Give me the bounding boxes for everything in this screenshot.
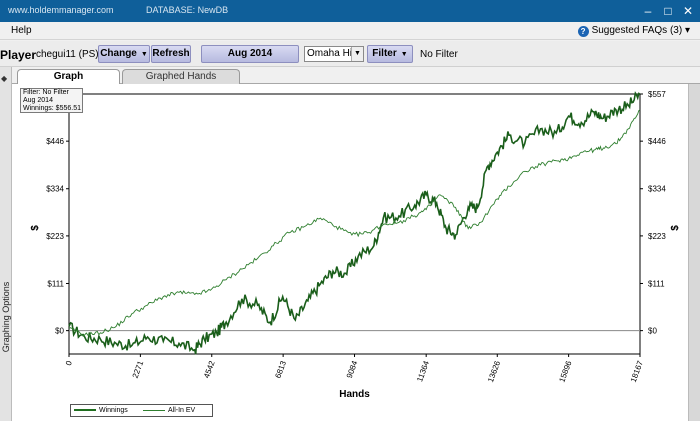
tab-strip: Graph Graphed Hands [12, 68, 700, 84]
tab-graphed-hands[interactable]: Graphed Hands [122, 69, 240, 84]
player-name: chegui11 (PS) [36, 49, 99, 60]
y-tick-label-right: $111 [648, 279, 665, 288]
x-tick-label: 18167 [629, 359, 645, 384]
refresh-button[interactable]: Refresh [151, 45, 191, 63]
x-axis-title: Hands [339, 389, 370, 400]
help-circle-icon: ? [577, 26, 589, 37]
legend-label-winnings: Winnings [99, 407, 128, 414]
expand-icon[interactable]: ◆ [1, 74, 8, 83]
y-tick-label-left: $446 [46, 137, 64, 146]
y-tick-label-left: $111 [47, 279, 64, 288]
y-tick-label-right: $446 [648, 137, 666, 146]
chart-legend: Winnings All-In EV [70, 404, 213, 417]
x-tick-label: 9084 [345, 359, 360, 379]
close-icon[interactable]: ✕ [682, 4, 694, 18]
y-tick-label-right: $557 [648, 90, 666, 99]
filter-status: No Filter [420, 49, 458, 60]
winnings-chart: $0 $0 $111 $111 $223 $223 $334 $334 $446 $446 $557… [30, 90, 681, 400]
menu-help[interactable]: Help [11, 25, 32, 36]
filter-summary-period: Aug 2014 [23, 97, 53, 104]
change-button[interactable]: Change ▼ [98, 45, 150, 63]
filter-summary-box: Filter: No Filter Aug 2014 Winnings: $55… [20, 88, 83, 113]
game-type-value: Omaha Hi [307, 48, 353, 59]
filter-button-label: Filter [372, 48, 397, 59]
database-label: DATABASE: NewDB [146, 5, 229, 15]
vertical-scrollbar[interactable] [688, 84, 700, 421]
series-line-all-in-ev [68, 109, 641, 337]
y-axis-title-right: $ [670, 225, 681, 231]
toolbar: Player chegui11 (PS) Change ▼ Refresh Aug… [0, 41, 700, 67]
chart-panel: $0 $0 $111 $111 $223 $223 $334 $334 $446 $446 $557… [12, 84, 700, 421]
filter-summary-winnings: Winnings: $556.51 [23, 105, 81, 112]
x-tick-label: 0 [64, 359, 74, 367]
suggested-faqs-label: Suggested FAQs (3) [591, 25, 683, 36]
tab-graph[interactable]: Graph [17, 69, 120, 84]
y-tick-label-left: $223 [46, 232, 64, 241]
menu-bar: Help ? Suggested FAQs (3) ▾ [0, 22, 700, 40]
filter-button[interactable]: Filter ▼ [367, 45, 413, 63]
legend-item-winnings: Winnings [74, 405, 128, 416]
y-tick-label-left: $0 [55, 327, 64, 336]
y-tick-label-right: $223 [648, 232, 666, 241]
dropdown-arrow-icon: ▼ [351, 47, 363, 61]
legend-swatch-winnings [74, 409, 96, 412]
legend-item-all-in-ev: All-In EV [143, 405, 195, 416]
suggested-faqs-menu[interactable]: ? Suggested FAQs (3) ▾ [577, 25, 690, 37]
dropdown-arrow-icon: ▼ [400, 51, 408, 58]
date-range-button[interactable]: Aug 2014 [201, 45, 299, 63]
series-line-winnings [68, 91, 641, 355]
y-axis-title-left: $ [30, 225, 41, 231]
x-tick-label: 4542 [202, 359, 217, 379]
graphing-options-panel[interactable]: ◆ Graphing Options [0, 67, 12, 421]
graphing-options-label: Graphing Options [1, 281, 11, 353]
y-tick-label-right: $334 [648, 185, 666, 194]
dropdown-arrow-icon: ▼ [140, 51, 148, 58]
x-tick-label: 15896 [557, 359, 573, 384]
player-label: Player [0, 48, 37, 62]
y-tick-label-right: $0 [648, 327, 657, 336]
x-tick-label: 11364 [415, 359, 431, 383]
x-tick-label: 13626 [486, 359, 502, 384]
legend-swatch-all-in-ev [143, 409, 165, 411]
filter-summary-line: Filter: No Filter [23, 89, 69, 96]
y-tick-label-left: $334 [46, 185, 64, 194]
change-button-label: Change [100, 48, 137, 59]
maximize-icon[interactable]: □ [664, 4, 672, 18]
title-bar: www.holdemmanager.com DATABASE: NewDB – … [0, 0, 700, 22]
website-url: www.holdemmanager.com [8, 5, 114, 15]
x-tick-label: 2271 [131, 359, 146, 379]
chevron-down-icon: ▾ [684, 25, 690, 36]
game-type-select[interactable]: Omaha Hi ▼ [304, 46, 364, 62]
legend-label-all-in-ev: All-In EV [168, 407, 196, 414]
minimize-icon[interactable]: – [644, 4, 652, 18]
x-tick-label: 6813 [273, 359, 288, 379]
